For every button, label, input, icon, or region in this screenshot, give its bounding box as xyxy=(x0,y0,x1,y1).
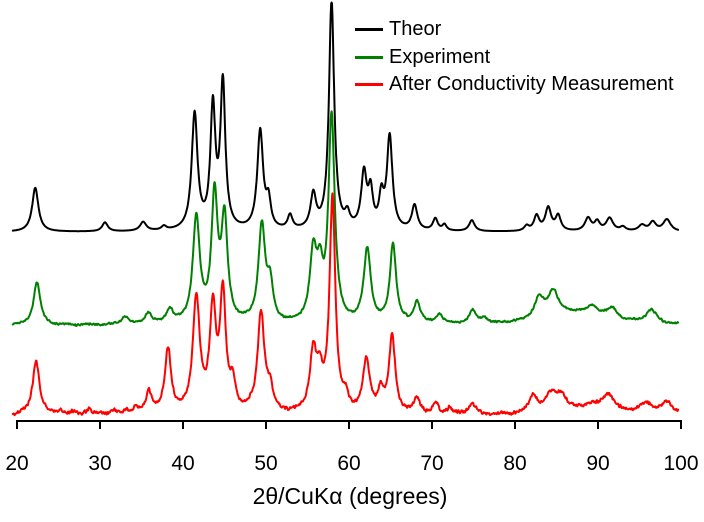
legend-item-experiment: Experiment xyxy=(355,45,490,69)
legend-item-after-conductivity: After Conductivity Measurement xyxy=(355,72,674,96)
legend-label-after-conductivity: After Conductivity Measurement xyxy=(389,72,674,95)
x-tick-label-30: 30 xyxy=(88,452,112,475)
curve-after-conductivity-measurement xyxy=(11,192,680,417)
x-axis-title: 2θ/CuKα (degrees) xyxy=(252,483,448,509)
x-tick-label-90: 90 xyxy=(586,452,610,475)
x-tick-label-60: 60 xyxy=(337,452,361,475)
x-tick-label-100: 100 xyxy=(663,452,699,475)
x-tick-label-50: 50 xyxy=(254,452,278,475)
legend-line-swatch-experiment xyxy=(355,55,383,59)
x-tick-label-70: 70 xyxy=(420,452,444,475)
legend-line-swatch-after-conductivity xyxy=(355,82,383,86)
curve-experiment xyxy=(11,110,680,327)
legend-label-theor: Theor xyxy=(389,17,442,40)
x-tick-label-20: 20 xyxy=(5,452,29,475)
legend-label-experiment: Experiment xyxy=(389,45,491,68)
legend-line-swatch-theor xyxy=(355,27,383,31)
x-tick-label-80: 80 xyxy=(503,452,527,475)
curve-theor xyxy=(11,1,680,233)
legend-item-theor: Theor xyxy=(355,17,441,41)
x-tick-label-40: 40 xyxy=(171,452,195,475)
